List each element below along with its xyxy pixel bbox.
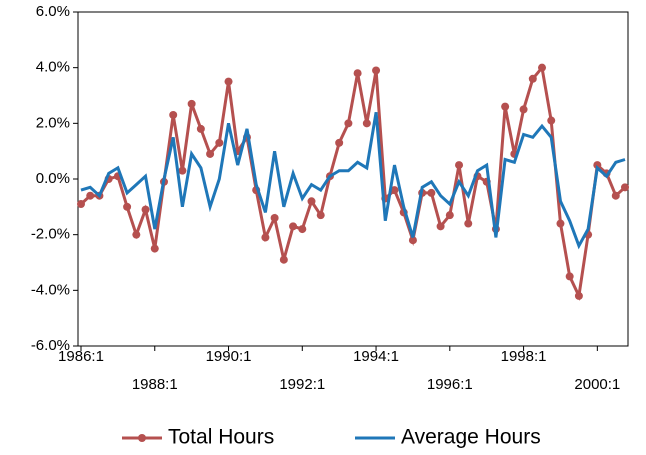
data-point — [178, 166, 187, 175]
data-point — [574, 291, 583, 300]
y-tick-label: 0.0% — [36, 170, 70, 187]
data-point — [123, 202, 132, 211]
data-point — [538, 63, 547, 72]
data-point — [593, 161, 602, 170]
data-point — [224, 77, 233, 86]
data-point — [307, 197, 316, 206]
data-point — [445, 211, 454, 220]
data-point — [372, 66, 381, 75]
x-tick-label: 1994:1 — [353, 348, 399, 365]
data-point — [344, 119, 353, 128]
data-point — [611, 191, 620, 200]
data-point — [455, 161, 464, 170]
data-point — [169, 110, 178, 119]
legend-marker — [138, 434, 146, 442]
data-point — [215, 138, 224, 147]
x-tick-label: 1990:1 — [206, 348, 252, 365]
x-tick-label: 1992:1 — [279, 376, 325, 393]
y-tick-label: 6.0% — [36, 3, 70, 20]
y-tick-label: -4.0% — [31, 281, 70, 298]
y-tick-label: 2.0% — [36, 114, 70, 131]
data-point — [565, 272, 574, 281]
data-point — [353, 69, 362, 78]
data-point — [261, 233, 270, 242]
data-point — [408, 236, 417, 245]
data-point — [206, 149, 215, 158]
data-point — [316, 211, 325, 220]
data-point — [132, 230, 141, 239]
legend-label: Total Hours — [168, 426, 274, 449]
y-tick-label: -6.0% — [31, 337, 70, 354]
data-point — [187, 99, 196, 108]
data-point — [427, 188, 436, 197]
data-point — [556, 219, 565, 228]
x-tick-label: 1986:1 — [58, 348, 104, 365]
data-point — [528, 74, 537, 83]
data-point — [335, 138, 344, 147]
data-point — [77, 200, 85, 209]
y-tick-label: 4.0% — [36, 59, 70, 76]
x-tick-label: 1998:1 — [501, 348, 547, 365]
data-point — [289, 222, 298, 231]
legend-label: Average Hours — [401, 426, 541, 449]
data-point — [196, 124, 205, 133]
x-tick-label: 1996:1 — [427, 376, 473, 393]
data-point — [150, 244, 159, 253]
data-point — [141, 205, 150, 214]
data-point — [519, 105, 528, 114]
data-point — [390, 186, 399, 195]
y-tick-label: -2.0% — [31, 226, 70, 243]
series-line — [80, 111, 626, 250]
data-point — [547, 116, 556, 125]
data-point — [298, 225, 307, 234]
data-point — [279, 255, 288, 264]
data-point — [86, 191, 95, 200]
data-point — [464, 219, 473, 228]
x-tick-label: 1988:1 — [132, 376, 178, 393]
data-point — [501, 102, 510, 111]
data-point — [621, 183, 629, 192]
x-tick-label: 2000:1 — [574, 376, 620, 393]
plot-frame — [77, 11, 629, 347]
data-point — [436, 222, 445, 231]
data-point — [270, 213, 279, 222]
data-point — [362, 119, 371, 128]
